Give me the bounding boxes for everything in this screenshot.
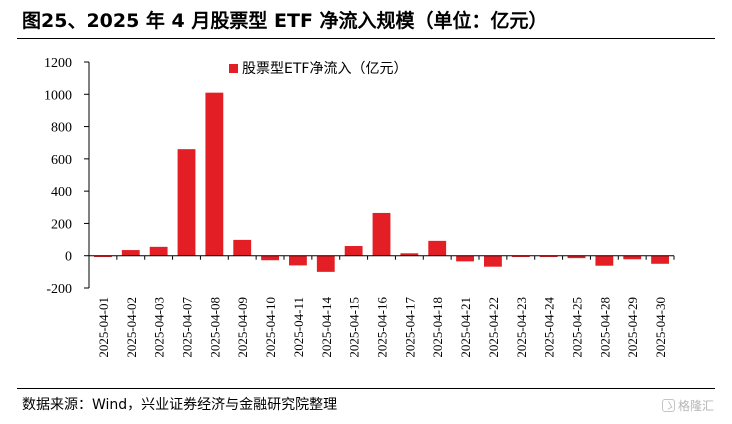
bar: [233, 239, 252, 256]
bar: [372, 212, 391, 256]
x-tick-label: 2025-04-03: [152, 297, 167, 358]
x-tick-label: 2025-04-14: [319, 297, 334, 358]
x-tick-label: 2025-04-25: [570, 297, 585, 358]
y-tick-label: 0: [65, 250, 72, 265]
bar: [94, 255, 112, 257]
bar: [289, 255, 307, 266]
bar: [261, 255, 279, 261]
x-tick-label: 2025-04-22: [486, 297, 501, 358]
footer-rule: [17, 388, 715, 389]
bar: [511, 255, 530, 257]
bar: [400, 253, 419, 256]
x-tick-label: 2025-04-29: [625, 297, 640, 358]
bar: [205, 92, 224, 256]
bar: [456, 255, 474, 262]
x-axis: 2025-04-01 2025-04-02 2025-04-03 2025-04-07…: [88, 255, 675, 358]
x-tick-label: 2025-04-08: [207, 297, 222, 358]
x-tick-label: 2025-04-16: [375, 297, 390, 358]
x-tick-label: 2025-04-18: [430, 297, 445, 358]
y-tick-label: 400: [51, 185, 72, 200]
bar: [428, 240, 447, 256]
watermark: 格隆汇: [661, 397, 714, 414]
x-tick-label: 2025-04-11: [291, 297, 306, 357]
y-tick-label: 1200: [44, 56, 72, 71]
watermark-logo-icon: [661, 399, 675, 412]
watermark-text: 格隆汇: [677, 399, 714, 413]
x-tick-label: 2025-04-01: [96, 297, 111, 358]
bar: [595, 255, 614, 266]
x-tick-label: 2025-04-15: [347, 297, 362, 358]
chart-title: 图25、2025 年 4 月股票型 ETF 净流入规模（单位：亿元）: [22, 10, 548, 32]
x-tick-label: 2025-04-21: [458, 297, 473, 358]
legend: 股票型ETF净流入（亿元）: [229, 61, 407, 77]
legend-swatch: [229, 64, 238, 73]
x-tick-label: 2025-04-24: [542, 297, 557, 358]
x-tick-label: 2025-04-28: [597, 297, 612, 358]
bar: [121, 250, 140, 256]
y-tick-label: 600: [51, 153, 72, 168]
x-tick-label: 2025-04-07: [180, 297, 195, 358]
y-tick-label: 200: [51, 217, 72, 232]
bar: [623, 255, 642, 260]
x-tick-label: 2025-04-10: [263, 297, 278, 358]
bar: [539, 255, 558, 257]
y-tick-label: 800: [51, 121, 72, 136]
y-axis: -200 0 200 400 600 800 1000 1200: [44, 56, 90, 297]
x-tick-label: 2025-04-17: [402, 297, 417, 358]
source-note: 数据来源：Wind，兴业证券经济与金融研究院整理: [22, 397, 338, 413]
bar: [344, 246, 363, 256]
y-tick-label: 1000: [44, 88, 72, 103]
bar: [651, 255, 669, 264]
bar: [149, 246, 168, 256]
bar: [177, 149, 196, 256]
y-tick-label: -200: [46, 282, 72, 297]
legend-label: 股票型ETF净流入（亿元）: [242, 61, 407, 77]
x-tick-label: 2025-04-02: [124, 297, 139, 358]
bar: [316, 255, 335, 272]
x-tick-label: 2025-04-09: [235, 297, 250, 358]
bar: [567, 255, 586, 259]
x-tick-label: 2025-04-23: [514, 297, 529, 358]
bars: [94, 92, 669, 272]
bar: [484, 255, 502, 267]
x-tick-label: 2025-04-30: [653, 297, 668, 358]
title-rule: [17, 38, 715, 39]
